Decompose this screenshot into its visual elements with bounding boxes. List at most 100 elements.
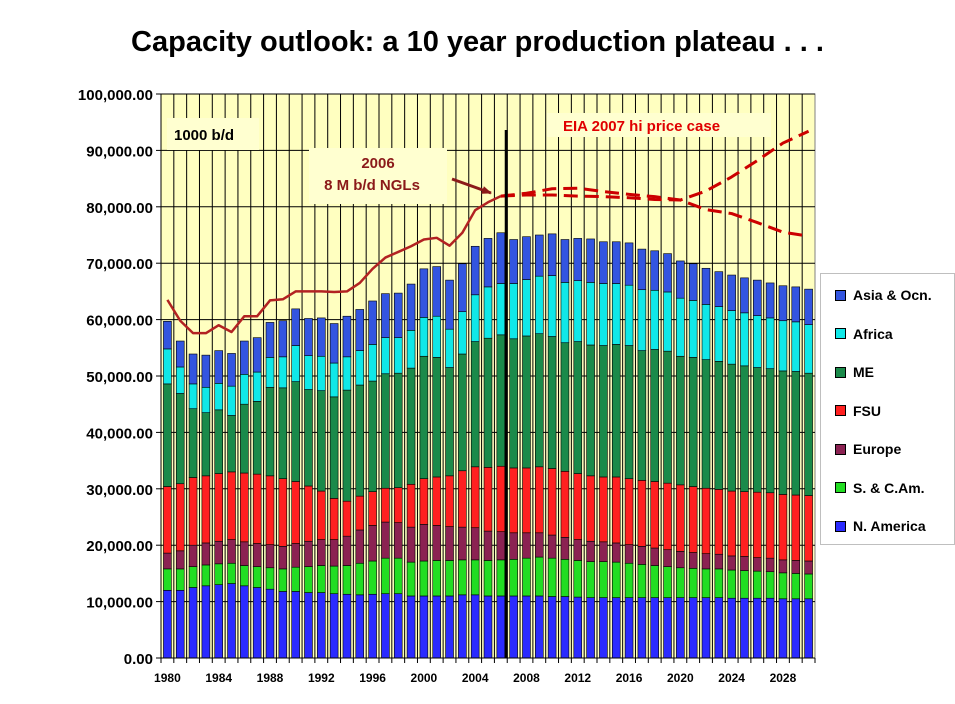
bar-fsu [611,476,621,544]
bar-s-c-am [265,567,275,590]
bar-europe [765,557,775,573]
bar-asia-ocn [753,279,762,316]
bar-me [355,384,365,497]
bar-europe [740,556,749,571]
bar-asia-ocn [304,318,313,356]
x-tick-label: 1988 [257,671,284,685]
bar-europe [163,552,172,570]
bar-me [650,349,659,482]
bar-asia-ocn [381,293,390,338]
legend-label: Asia & Ocn. [853,287,932,303]
bar-n-america [214,584,223,659]
bar-asia-ocn [740,277,749,314]
x-tick-label: 1980 [154,671,181,685]
bar-n-america [227,583,236,659]
bar-fsu [355,495,365,531]
bar-s-c-am [599,561,608,598]
bar-asia-ocn [419,268,429,318]
bar-n-america [470,594,480,659]
bar-africa [201,386,211,413]
legend-item-s-c-am: S. & C.Am. [835,480,925,496]
x-axis: 1980 1984 1988 1992 1996 2000 2004 2008 2012 2016… [154,657,816,685]
bar-s-c-am [496,559,506,597]
bar-europe [368,525,377,562]
bar-europe [701,553,711,570]
bar-europe [445,526,454,561]
bar-s-c-am [188,566,198,588]
bar-s-c-am [663,566,672,598]
bar-me [637,350,647,481]
unit-label: 1000 b/d [174,127,234,144]
legend-swatch [835,405,846,416]
bar-asia-ocn [342,315,352,358]
bar-fsu [573,473,583,540]
bar-me [291,381,300,482]
bar-europe [676,551,685,569]
bar-asia-ocn [458,263,467,313]
bar-fsu [368,491,377,526]
bar-africa [496,283,506,336]
bar-n-america [599,597,608,659]
bar-me [791,371,801,496]
bar-asia-ocn [483,238,493,288]
bar-asia-ocn [201,354,211,388]
bar-europe [637,546,647,565]
bar-africa [291,345,300,382]
bar-europe [714,553,724,570]
bar-s-c-am [393,557,403,595]
bar-me [406,367,416,485]
bar-fsu [304,485,313,542]
bar-n-america [240,585,249,659]
bar-n-america [342,593,352,659]
bar-europe [509,532,518,560]
bar-s-c-am [304,566,313,593]
y-tick-label: 100,000.00 [78,87,153,104]
bar-asia-ocn [714,271,724,307]
bar-europe [304,540,313,567]
bar-asia-ocn [445,279,454,330]
bar-fsu [753,491,762,558]
bar-n-america [445,595,454,659]
bar-n-america [509,595,518,659]
bar-n-america [560,596,570,659]
bar-n-america [586,597,595,659]
y-tick-label: 50,000.00 [86,369,153,386]
bar-s-c-am [637,564,647,598]
bar-me [240,403,249,474]
bar-n-america [406,595,416,659]
bar-fsu [470,466,480,529]
bar-asia-ocn [522,236,531,280]
bar-n-america [522,595,531,659]
bar-asia-ocn [650,250,659,291]
bar-europe [381,521,390,559]
bar-s-c-am [278,568,288,592]
bar-africa [163,348,172,385]
bar-me [663,350,672,484]
legend-swatch [835,289,846,301]
bar-s-c-am [252,566,262,588]
bar-fsu [175,483,185,552]
bar-s-c-am [509,558,518,597]
ngl-annotation-line2: 8 M b/d NGLs [324,177,420,194]
bar-africa [778,320,788,372]
bar-africa [214,383,223,411]
ngl-annotation-line1: 2006 [361,155,394,172]
x-tick-label: 1984 [205,671,232,685]
bar-europe [329,539,339,567]
bar-fsu [560,471,570,538]
bar-s-c-am [201,564,211,587]
bar-europe [535,532,544,558]
bar-africa [304,355,313,390]
bar-asia-ocn [547,233,557,276]
bar-fsu [252,473,262,544]
unit-label-box: 1000 b/d [167,118,259,150]
bar-africa [727,310,736,365]
bar-europe [317,539,326,566]
bar-asia-ocn [663,253,672,293]
bar-s-c-am [317,565,326,593]
bar-fsu [765,492,775,559]
bar-n-america [637,597,647,659]
bar-africa [535,275,544,334]
bar-n-america [714,597,724,659]
legend-label: S. & C.Am. [853,479,925,496]
